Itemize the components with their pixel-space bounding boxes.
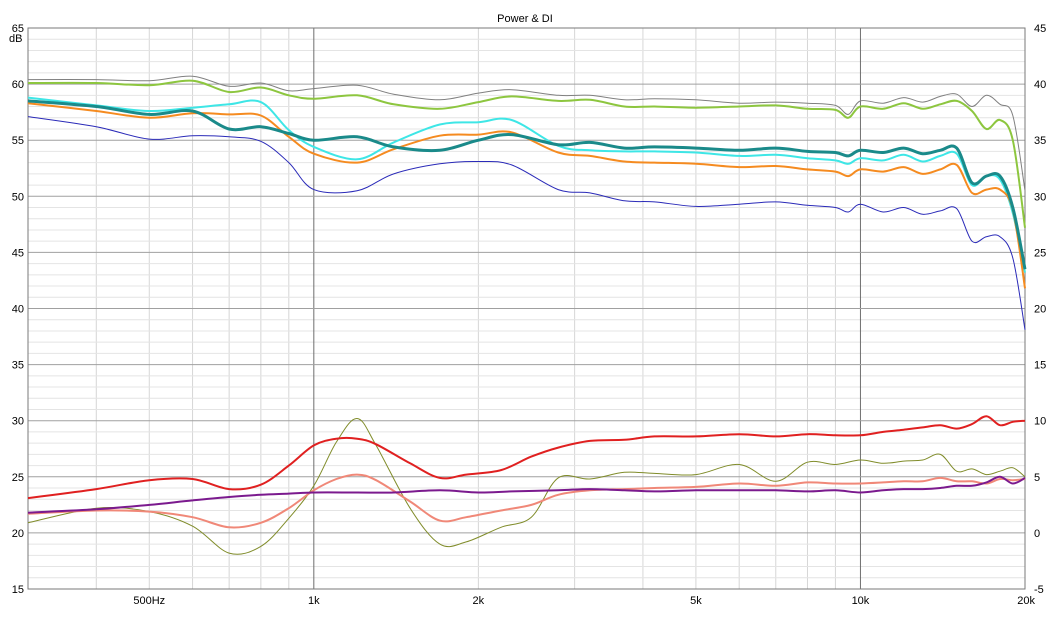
major-gridlines: [28, 28, 1025, 589]
x-axis-ticks: 500Hz 1k 2k 5k 10k 20k: [133, 595, 1035, 607]
y-tick-label: 15: [12, 584, 24, 596]
chart-title: Power & DI: [497, 13, 553, 25]
right-axis-ticks: -5 0 5 10 15 20 25 30 35 40 45: [1034, 23, 1046, 596]
y-tick-label: 40: [12, 304, 24, 316]
y-tick-label: 65: [12, 23, 24, 35]
y-axis-unit: dB: [9, 33, 22, 45]
series-line-9: [27, 415, 1026, 500]
y2-tick-label: 20: [1034, 304, 1046, 316]
series-layer: [27, 75, 1027, 555]
series-line-2: [27, 79, 1026, 228]
y2-tick-label: 25: [1034, 247, 1046, 259]
y2-tick-label: 35: [1034, 135, 1046, 147]
y2-tick-label: 15: [1034, 360, 1046, 372]
y2-tick-label: 40: [1034, 79, 1046, 91]
series-line-7: [27, 418, 1026, 555]
x-tick-label: 20k: [1017, 595, 1035, 607]
series-line-6: [27, 116, 1026, 330]
plot-frame: [27, 27, 1026, 590]
y-tick-label: 35: [12, 360, 24, 372]
x-tick-label: 500Hz: [133, 595, 165, 607]
x-tick-label: 5k: [690, 595, 702, 607]
y2-tick-label: 5: [1034, 472, 1040, 484]
series-line-4: [27, 102, 1026, 289]
y2-tick-label: 30: [1034, 191, 1046, 203]
x-tick-label: 1k: [308, 595, 320, 607]
series-line-10: [27, 475, 1026, 514]
y2-tick-label: 10: [1034, 416, 1046, 428]
y-tick-label: 30: [12, 416, 24, 428]
x-tick-label: 2k: [473, 595, 485, 607]
series-line-1: [27, 75, 1026, 191]
series-line-3: [27, 96, 1026, 273]
y-tick-label: 25: [12, 472, 24, 484]
x-tick-label: 10k: [852, 595, 870, 607]
series-line-5: [27, 99, 1027, 270]
y-tick-label: 45: [12, 247, 24, 259]
y-tick-label: 20: [12, 528, 24, 540]
y2-tick-label: -5: [1034, 584, 1044, 596]
y2-tick-label: 0: [1034, 528, 1040, 540]
left-axis-ticks: 15 20 25 30 35 40 45 50 55 60 65: [12, 23, 24, 596]
y-tick-label: 60: [12, 79, 24, 91]
y2-tick-label: 45: [1034, 23, 1046, 35]
y-tick-label: 55: [12, 135, 24, 147]
y-tick-label: 50: [12, 191, 24, 203]
